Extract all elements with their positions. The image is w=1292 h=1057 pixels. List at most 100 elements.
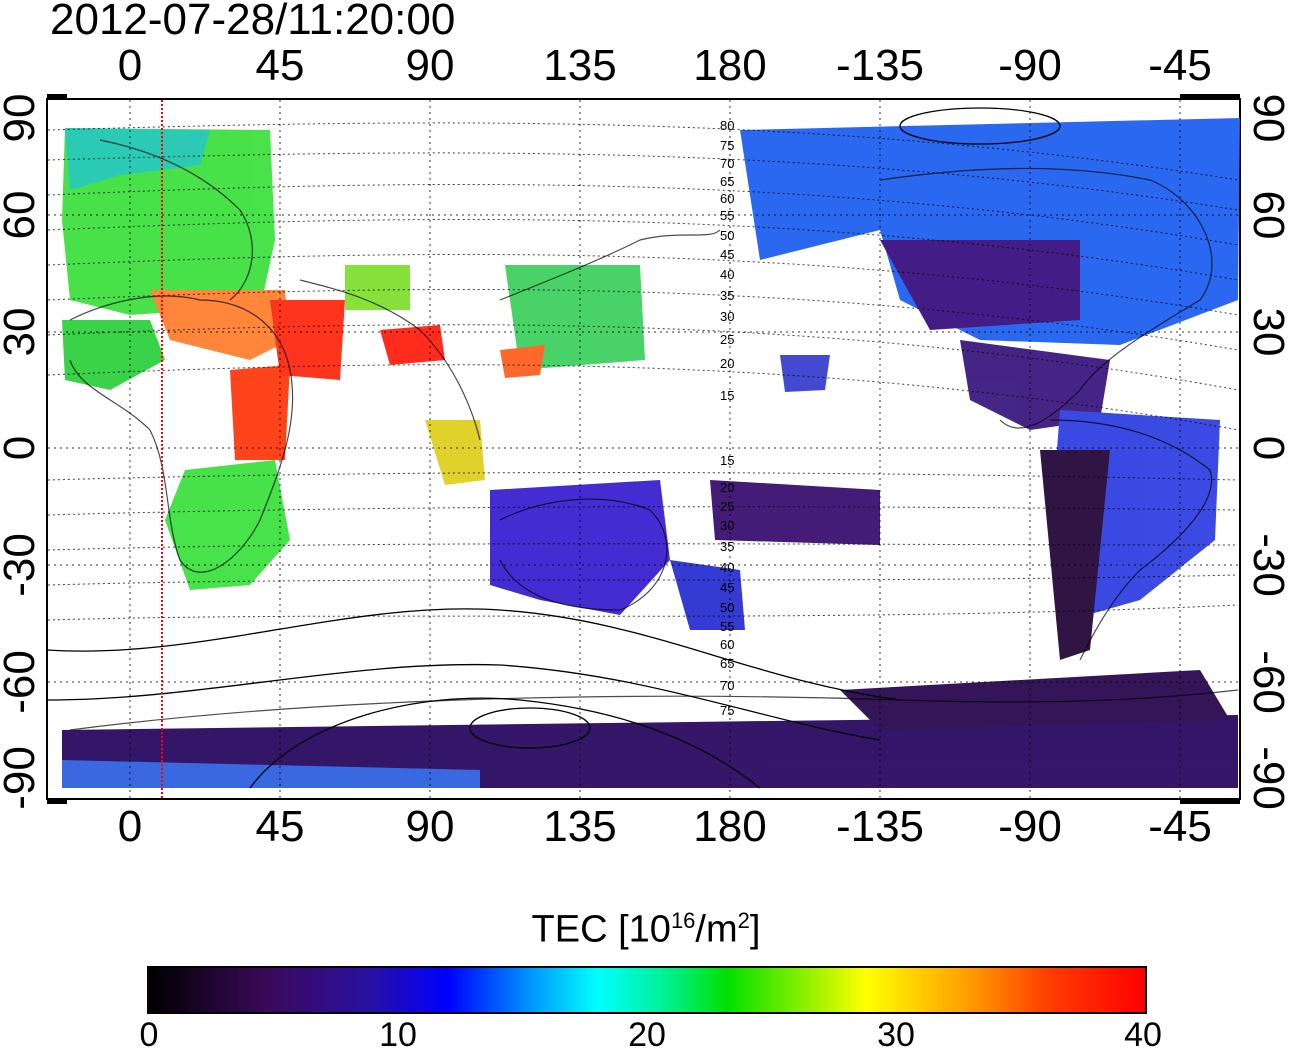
timestamp-title: 2012-07-28/11:20:00	[50, 0, 456, 44]
left-tick-neg30: -30	[0, 533, 44, 597]
patch-nz	[670, 560, 745, 630]
patch-east-asia	[505, 265, 645, 370]
contour-label-55: 55	[720, 208, 734, 223]
right-tick-neg30: -30	[1244, 533, 1292, 597]
patch-australia	[490, 480, 670, 615]
frame-bar-bottom-left	[47, 799, 67, 804]
auroral-contours	[47, 107, 1061, 789]
contour-label-60: 60	[720, 191, 734, 206]
frame-bar-top-left	[47, 94, 67, 99]
bottom-tick-180: 180	[693, 802, 767, 851]
patch-europe-cyan	[65, 128, 210, 190]
contour-label-s20: 20	[720, 480, 734, 495]
tec-patches	[62, 118, 1240, 788]
top-tick-0: 0	[117, 41, 143, 90]
left-tick-90: 90	[0, 93, 44, 143]
colorbar-label-close: ]	[749, 908, 761, 951]
right-tick-90: 90	[1244, 93, 1292, 143]
patch-africa-east	[230, 365, 290, 460]
colorbar-tick-10: 10	[379, 1016, 417, 1054]
patch-japan-orange	[500, 345, 545, 378]
right-tick-neg90: -90	[1244, 746, 1292, 810]
left-tick-neg60: -60	[0, 650, 44, 714]
patch-sa-dark	[1040, 450, 1110, 660]
contour-label-20: 20	[720, 356, 734, 371]
contour-label-s15: 15	[720, 453, 734, 468]
patch-indonesia	[425, 420, 485, 485]
contour-label-30: 30	[720, 309, 734, 324]
contour-labels-south: 15 20 25 30 35 40 45 50 55 60 65 70 75	[720, 453, 734, 718]
contour-label-25: 25	[720, 332, 734, 347]
top-tick-neg45: -45	[1148, 41, 1212, 90]
contour-label-s55: 55	[720, 619, 734, 634]
colorbar-tick-30: 30	[877, 1016, 915, 1054]
left-tick-60: 60	[0, 190, 44, 240]
patch-africa-south	[165, 460, 290, 590]
right-tick-neg60: -60	[1244, 650, 1292, 714]
contour-label-s50: 50	[720, 600, 734, 615]
magnetic-contours	[47, 122, 1239, 621]
patch-arabia	[270, 300, 345, 380]
frame-bar-top-right	[1180, 94, 1240, 99]
right-tick-60: 60	[1244, 190, 1292, 240]
patch-central-asia	[345, 265, 410, 310]
top-tick-neg135: -135	[835, 41, 925, 90]
colorbar-label-unit-exponent: 2	[737, 908, 750, 933]
right-tick-0: 0	[1244, 435, 1292, 461]
contour-label-70: 70	[720, 156, 734, 171]
bottom-tick-neg135: -135	[835, 802, 925, 851]
contour-label-15: 15	[720, 388, 734, 403]
patch-central-america	[960, 340, 1110, 430]
coastlines	[69, 139, 1239, 731]
contour-label-35: 35	[720, 288, 734, 303]
colorbar	[147, 966, 1147, 1014]
left-tick-neg90: -90	[0, 746, 44, 810]
bottom-tick-0: 0	[117, 802, 143, 851]
contour-label-s70: 70	[720, 678, 734, 693]
patch-hawaii	[780, 355, 830, 392]
bottom-tick-45: 45	[255, 802, 305, 851]
patch-west-africa	[62, 320, 165, 390]
top-tick-135: 135	[543, 41, 617, 90]
colorbar-label-exponent: 16	[670, 908, 696, 933]
contour-label-s65: 65	[720, 656, 734, 671]
contour-label-s40: 40	[720, 560, 734, 575]
contour-label-75: 75	[720, 138, 734, 153]
colorbar-tick-40: 40	[1124, 1016, 1162, 1054]
bottom-tick-90: 90	[405, 802, 455, 851]
contour-labels-north: 80 75 70 65 60 55 50 45 40 35 30 25 20 1…	[720, 118, 734, 403]
contour-label-s30: 30	[720, 518, 734, 533]
colorbar-tick-0: 0	[139, 1016, 159, 1054]
contour-label-s35: 35	[720, 539, 734, 554]
left-tick-0: 0	[0, 436, 44, 460]
patch-india	[380, 325, 445, 365]
patch-mediterranean	[150, 290, 290, 360]
contour-label-45: 45	[720, 247, 734, 262]
patch-pacific-south	[710, 480, 880, 545]
bottom-tick-neg45: -45	[1148, 802, 1212, 851]
top-tick-180: 180	[693, 41, 767, 90]
frame-bar-bottom-right	[1180, 799, 1240, 804]
patch-antarctica-blue	[62, 760, 480, 788]
contour-label-s75: 75	[720, 703, 734, 718]
contour-label-40: 40	[720, 267, 734, 282]
colorbar-tick-20: 20	[628, 1016, 666, 1054]
top-tick-neg90: -90	[998, 41, 1062, 90]
bottom-tick-135: 135	[543, 802, 617, 851]
graticule	[48, 100, 1239, 798]
contour-label-s45: 45	[720, 580, 734, 595]
colorbar-label-unit: /m	[695, 908, 738, 951]
right-tick-30: 30	[1244, 307, 1292, 357]
contour-label-s25: 25	[720, 499, 734, 514]
bottom-tick-neg90: -90	[998, 802, 1062, 851]
contour-label-s60: 60	[720, 637, 734, 652]
patch-southern-pacific	[840, 670, 1230, 730]
contour-label-50: 50	[720, 228, 734, 243]
top-tick-45: 45	[255, 41, 305, 90]
colorbar-label-main: TEC [10	[531, 908, 671, 951]
left-tick-30: 30	[0, 307, 44, 357]
colorbar-label: TEC [1016/m2]	[0, 908, 1292, 952]
top-tick-90: 90	[405, 41, 455, 90]
contour-label-65: 65	[720, 174, 734, 189]
